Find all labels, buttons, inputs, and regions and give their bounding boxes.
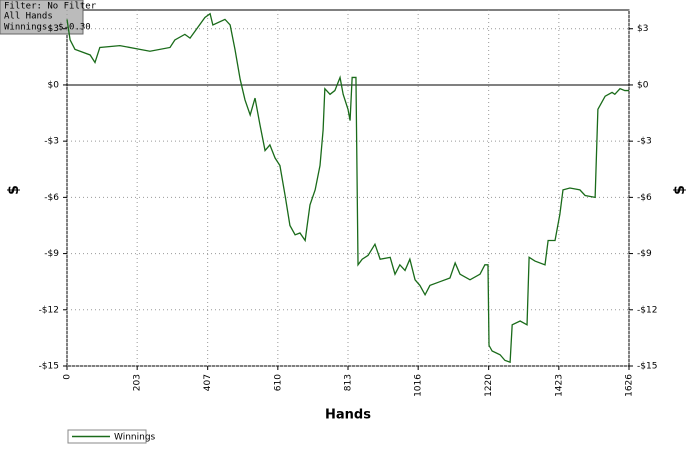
y-axis-title: $ [6, 185, 22, 195]
y-tick-label: -$9 [44, 249, 59, 259]
x-axis-title: Hands [325, 408, 371, 423]
info-line: All Hands [4, 12, 53, 22]
x-tick-label: 1220 [484, 374, 494, 397]
y-tick-label: $3 [48, 24, 59, 34]
y-tick-label-right: -$9 [637, 249, 652, 259]
y-axis-title-right: $ [672, 185, 688, 195]
x-tick-label: 407 [203, 374, 213, 391]
y-tick-label-right: -$3 [637, 137, 652, 147]
y-tick-label-right: -$12 [637, 305, 657, 315]
x-tick-label: 0 [63, 374, 73, 380]
y-tick-label: -$15 [39, 362, 59, 372]
x-tick-label: 1423 [554, 374, 564, 397]
legend: Winnings [67, 429, 156, 444]
legend-label: Winnings [114, 433, 156, 443]
y-tick-label-right: -$6 [637, 193, 652, 203]
info-line: Winnings: $-0.30 [4, 23, 91, 33]
y-tick-label-right: $0 [637, 80, 649, 90]
x-tick-label: 203 [133, 374, 143, 391]
x-tick-label: 1626 [625, 374, 635, 397]
info-line: Filter: No Filter [4, 2, 97, 12]
y-tick-label-right: -$15 [637, 362, 657, 372]
y-tick-label: $0 [48, 80, 60, 90]
y-tick-label: -$6 [44, 193, 59, 203]
y-tick-label: -$12 [39, 305, 59, 315]
series-line [66, 12, 629, 364]
x-tick-label: 813 [344, 374, 354, 391]
info-box: Filter: No Filter All Hands Winnings: $-… [0, 0, 97, 35]
x-tick-label: 610 [273, 374, 283, 391]
x-tick-label: 1016 [414, 374, 424, 397]
y-tick-label: -$3 [44, 137, 59, 147]
plot-frame [66, 9, 630, 367]
y-tick-label-right: $3 [637, 24, 648, 34]
info-background [0, 0, 84, 35]
